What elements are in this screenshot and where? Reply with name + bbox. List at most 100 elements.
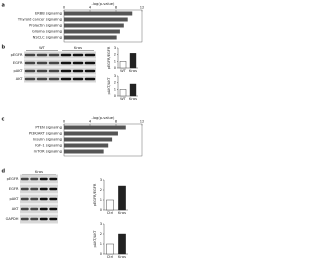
panel-label: d [2,169,6,175]
row-label: pEGFR [7,177,19,181]
band [30,217,39,221]
axis-title: -log(p-value) [92,2,115,6]
band [48,61,60,65]
blot-strip [20,174,58,184]
band [36,53,48,57]
blot-strip [20,204,58,214]
bar [64,125,126,130]
band [84,69,96,73]
y-tick-label: 3 [100,222,102,226]
bar [64,35,117,40]
band [20,177,29,181]
band [72,69,84,73]
y-tick-label: 0 [114,94,117,98]
band [39,177,48,181]
category-label: Prolactin signaling [29,24,62,28]
band [30,197,39,201]
y-tick-label: 0 [114,66,117,70]
band [36,77,48,81]
bar [119,89,127,97]
band [84,53,96,57]
y-tick-label: 1 [114,59,116,63]
x-tick-label: 12 [140,120,145,124]
band [24,53,36,57]
bar [129,83,137,97]
band [20,187,29,191]
bar [64,131,118,136]
y-tick-label: 1 [114,87,116,91]
band [20,217,29,221]
band [20,197,29,201]
y-tick-label: 2 [100,232,102,236]
blot-strip [24,51,96,59]
band [72,61,84,65]
chart-title: pEGFR/EGFR [93,183,97,206]
band [60,61,72,65]
category-label: mTOR signaling [34,150,62,154]
band [72,77,84,81]
x-tick-label: WT [120,97,127,101]
bar [64,11,133,16]
blot-strip [24,75,96,83]
blot-strip [20,184,58,194]
y-tick-label: 2 [114,53,116,57]
category-label: PTEN signaling [35,126,62,130]
bar [64,17,128,22]
group-label: WT [39,46,46,50]
band [49,187,58,191]
blot-strip [24,67,96,75]
x-tick-label: Kras [118,211,126,215]
band [84,77,96,81]
band [49,197,58,201]
x-tick-label: 0 [63,120,66,124]
band [36,61,48,65]
x-tick-label: Kras [129,69,137,73]
bar [64,29,120,34]
blot-strip [24,59,96,67]
category-label: ERBB signaling [35,12,62,16]
bar [64,143,109,148]
band [48,77,60,81]
y-tick-label: 0 [100,252,103,256]
panel-label: a [2,3,5,9]
band [24,69,36,73]
y-tick-label: 3 [114,74,116,78]
band [30,177,39,181]
band [60,77,72,81]
band [39,207,48,211]
band [39,187,48,191]
category-label: NSCLC signaling [33,36,62,40]
category-label: Glioma signaling [32,30,62,34]
y-tick-label: 3 [114,46,116,50]
y-tick-label: 1 [100,242,102,246]
bar [118,233,126,255]
x-tick-label: Ctrl [107,211,113,215]
chart-title: pAKT/AKT [93,230,97,248]
panel-label: c [2,117,5,123]
blot-strip [20,194,58,204]
band [24,61,36,65]
band [49,207,58,211]
x-tick-label: 12 [140,6,145,10]
group-label: Kras [35,170,43,174]
band [48,69,60,73]
panel-label: b [2,45,6,51]
band [24,77,36,81]
band [39,217,48,221]
category-label: PI3K/AKT signaling [29,132,62,136]
row-label: AKT [16,77,24,81]
row-label: EGFR [13,61,23,65]
row-label: GAPDH [6,217,19,221]
y-tick-label: 1 [100,198,102,202]
y-tick-label: 3 [100,178,102,182]
y-tick-label: 0 [100,208,103,212]
category-label: IGF-1 signaling [35,144,62,148]
chart-title: pAKT/AKT [107,77,111,95]
band [60,53,72,57]
band [49,217,58,221]
x-tick-label: 8 [115,6,118,10]
band [48,53,60,57]
x-tick-label: WT [120,69,127,73]
bar [118,185,126,211]
bar [64,23,124,28]
